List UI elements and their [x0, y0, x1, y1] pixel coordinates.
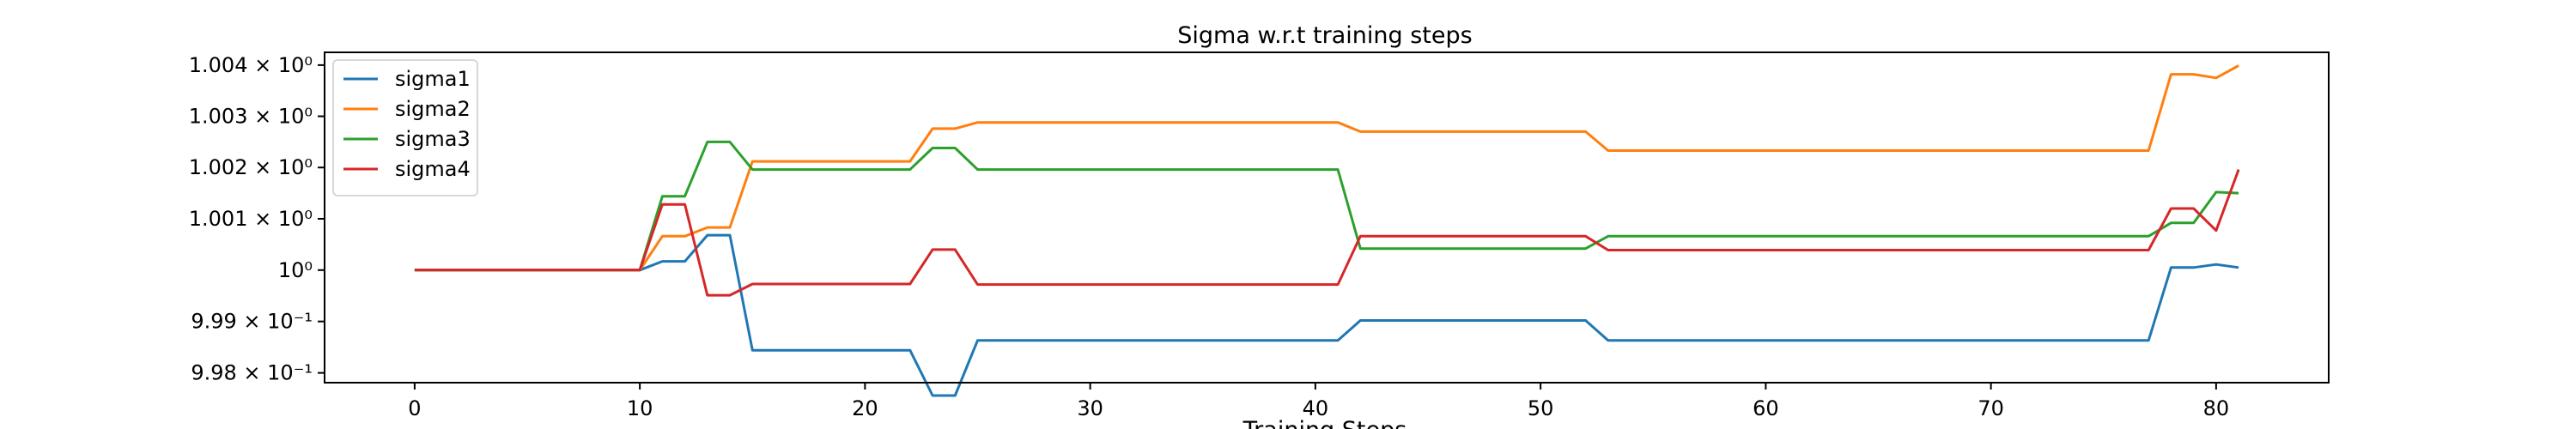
y-tick-label: 1.001 × 10⁰: [189, 207, 313, 231]
x-tick-label: 30: [1077, 396, 1103, 420]
y-tick-label: 1.004 × 10⁰: [189, 53, 313, 77]
y-tick-label: 9.98 × 10⁻¹: [191, 361, 313, 385]
legend-label: sigma2: [395, 97, 471, 121]
x-tick-label: 0: [408, 396, 421, 420]
x-tick-label: 50: [1528, 396, 1554, 420]
series-line-sigma3: [414, 140, 2239, 272]
y-tick-label: 10⁰: [278, 258, 313, 282]
series-line-sigma1: [414, 233, 2239, 397]
x-tick-label: 10: [627, 396, 653, 420]
legend-label: sigma1: [395, 67, 471, 91]
x-axis-label: Training Steps: [1242, 417, 1407, 429]
series-layer: [414, 64, 2240, 397]
x-tick-label: 60: [1753, 396, 1779, 420]
x-tick-label: 70: [1978, 396, 2004, 420]
x-tick-label: 80: [2203, 396, 2230, 420]
y-axis: 9.98 × 10⁻¹ 9.99 × 10⁻¹ 10⁰ 1.001 × 10⁰ 1.00…: [189, 53, 325, 385]
legend: sigma1 sigma2 sigma3 sigma4: [332, 59, 478, 196]
legend-box: [332, 59, 478, 196]
legend-label: sigma3: [395, 127, 471, 151]
series-line-sigma2: [414, 64, 2239, 272]
x-tick-label: 40: [1303, 396, 1329, 420]
y-tick-label: 9.99 × 10⁻¹: [191, 310, 313, 334]
x-axis: 0 10 20 30 40 50 60 70 80: [408, 383, 2229, 420]
x-tick-label: 20: [852, 396, 878, 420]
y-tick-label: 1.002 × 10⁰: [189, 155, 313, 179]
y-tick-label: 1.003 × 10⁰: [189, 105, 313, 129]
plot-frame: [324, 51, 2330, 384]
legend-label: sigma4: [395, 157, 471, 181]
series-line-sigma4: [414, 169, 2240, 297]
chart-title: Sigma w.r.t training steps: [1177, 22, 1472, 49]
